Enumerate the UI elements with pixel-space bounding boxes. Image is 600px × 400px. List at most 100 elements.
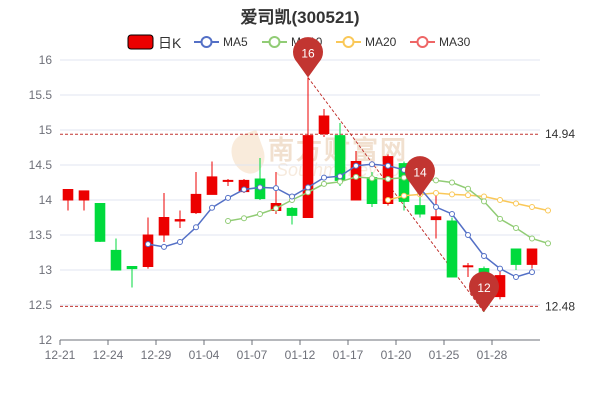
- candle-body: [158, 217, 170, 236]
- y-tick-label: 14: [39, 193, 53, 207]
- candle-body: [302, 135, 314, 219]
- legend-item-ma30[interactable]: MA30: [410, 33, 486, 51]
- x-tick-label: 01-20: [381, 348, 412, 362]
- x-tick-label: 12-21: [45, 348, 76, 362]
- ma20-point: [481, 193, 487, 200]
- candle-up: [462, 263, 474, 277]
- candle-body: [286, 207, 298, 216]
- ma10-legend-icon: [262, 36, 287, 48]
- candle-down: [510, 248, 522, 270]
- ma5-point: [433, 204, 439, 210]
- x-tick-label: 01-04: [189, 348, 220, 362]
- kline-legend-icon: [127, 34, 154, 50]
- ma5-point: [465, 232, 471, 238]
- x-tick-label: 01-12: [285, 348, 316, 362]
- ma10-point: [337, 178, 343, 185]
- candle-body: [398, 163, 410, 202]
- ma10-point: [433, 177, 439, 184]
- candle-up: [222, 179, 234, 186]
- legend-label-ma5: MA5: [223, 35, 248, 49]
- ma5-point: [449, 211, 455, 217]
- ma10-point: [529, 235, 535, 242]
- x-tick-label: 01-25: [429, 348, 460, 362]
- candle-body: [78, 190, 90, 201]
- ma5-point: [513, 274, 519, 280]
- ma5-point: [273, 185, 279, 192]
- y-tick-label: 13.5: [29, 228, 53, 242]
- y-tick-label: 13: [39, 263, 53, 277]
- ma5-point: [145, 241, 151, 248]
- x-tick-label: 01-07: [237, 348, 268, 362]
- candle-up: [318, 109, 330, 137]
- candle-up: [174, 210, 186, 228]
- candle-body: [142, 234, 154, 267]
- ma20-point: [465, 192, 471, 199]
- ma20-point: [433, 190, 439, 196]
- ma10-point: [257, 211, 263, 217]
- candle-up: [78, 190, 90, 211]
- ma5-point: [385, 162, 391, 169]
- candle-down: [286, 207, 298, 225]
- candle-down: [446, 217, 458, 278]
- ma10-point: [465, 185, 471, 192]
- ma5-point: [209, 204, 215, 211]
- ma5-point: [353, 162, 359, 169]
- markline-label: 12.48: [545, 299, 575, 313]
- candle-down: [414, 196, 426, 218]
- candle-body: [62, 189, 74, 201]
- markpoint-pin: 14: [405, 156, 435, 197]
- ma20-point: [529, 204, 535, 210]
- x-tick-label: 12-24: [93, 348, 124, 362]
- ma10-point: [545, 240, 551, 247]
- legend-item-ma5[interactable]: MA5: [194, 33, 264, 51]
- candle-up: [190, 172, 202, 214]
- y-tick-label: 15.5: [29, 88, 53, 102]
- candle-up: [302, 77, 314, 219]
- legend-item-ma20[interactable]: MA20: [336, 33, 412, 51]
- ma5-point: [289, 193, 295, 200]
- candle-body: [430, 216, 442, 221]
- ma10-point: [401, 174, 407, 181]
- ma30-legend-icon: [410, 36, 435, 48]
- y-tick-label: 15: [39, 123, 53, 137]
- x-tick-label: 01-28: [477, 348, 508, 362]
- candle-body: [190, 193, 202, 214]
- ma10-point: [321, 180, 327, 187]
- ma5-point: [481, 253, 487, 259]
- ma10-point: [273, 205, 279, 212]
- markpoint-shape: [469, 271, 500, 312]
- ma10-point: [353, 173, 359, 180]
- y-tick-label: 12.5: [29, 298, 53, 312]
- ma10-point: [305, 189, 311, 196]
- ma10-point: [497, 215, 503, 222]
- y-tick-label: 12: [39, 333, 53, 347]
- candle-body: [526, 248, 538, 265]
- legend-label-kline: 日K: [158, 35, 182, 51]
- candle-down: [94, 203, 106, 242]
- candle-body: [414, 205, 426, 215]
- markpoint-shape: [405, 156, 435, 197]
- markpoint-shape: [293, 37, 323, 78]
- ma20-point: [401, 192, 407, 199]
- markpoint-pin: 16: [293, 37, 323, 78]
- markline-label: 14.94: [545, 127, 575, 141]
- candle-body: [110, 249, 122, 271]
- candle-body: [350, 161, 362, 201]
- chart-title: 爱司凯(300521): [240, 8, 360, 27]
- legend-item-kline[interactable]: 日K: [126, 33, 186, 51]
- ma5-point: [161, 243, 167, 250]
- ma10-point: [241, 215, 247, 222]
- markpoint-label: 12: [477, 281, 491, 295]
- candle-up: [430, 193, 442, 239]
- ma5-point: [305, 184, 311, 191]
- ma5-point: [369, 161, 375, 168]
- ma5-point: [337, 173, 343, 180]
- trend-line: [307, 77, 485, 313]
- candle-down: [110, 238, 122, 271]
- x-tick-label: 01-17: [333, 348, 364, 362]
- ma5-point: [529, 269, 535, 276]
- candle-body: [222, 179, 234, 182]
- candle-body: [462, 265, 474, 268]
- candle-up: [158, 193, 170, 242]
